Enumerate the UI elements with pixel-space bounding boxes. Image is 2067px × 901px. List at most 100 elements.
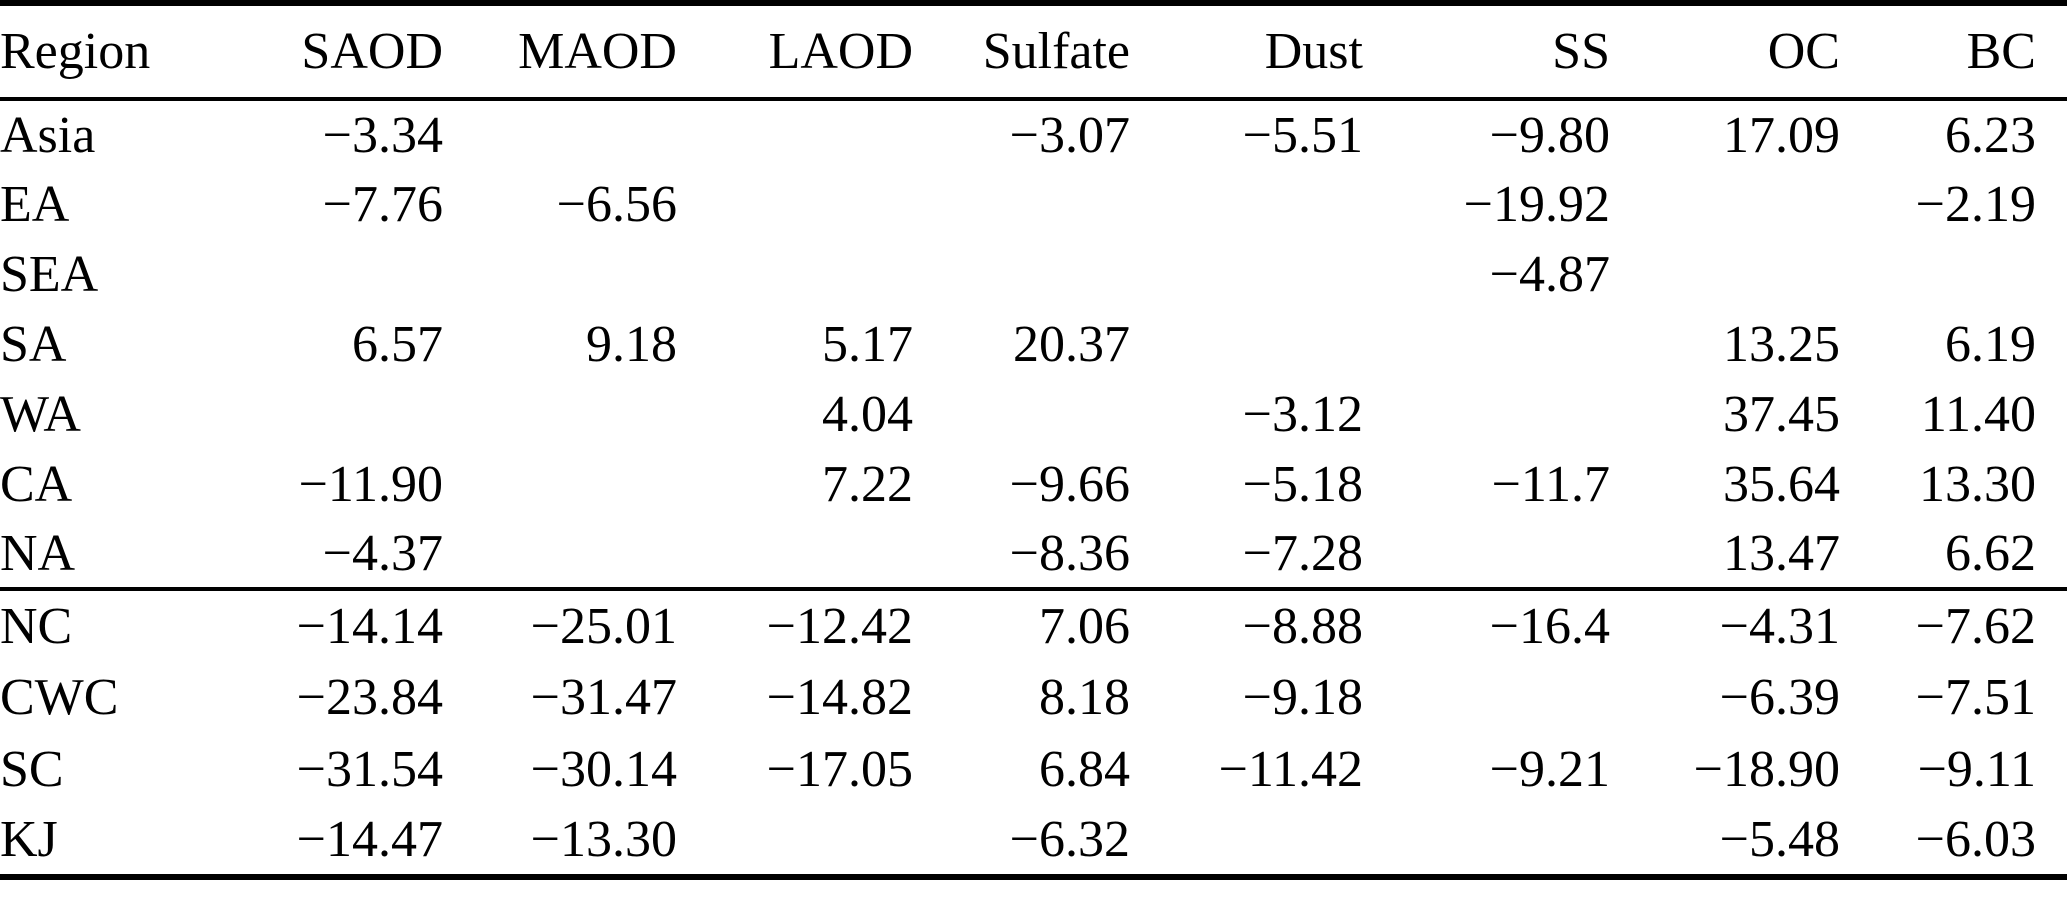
row-label: SC — [0, 740, 64, 798]
cell-value: −14.14 — [296, 597, 443, 655]
cell-value — [210, 379, 443, 449]
table-row: SEA −4.87 — [0, 239, 2067, 309]
cell-value: −3.34 — [322, 106, 443, 164]
cell-value: 35.64 — [1723, 455, 1840, 513]
cell-value: −8.88 — [1242, 597, 1363, 655]
row-label: SEA — [0, 245, 99, 303]
cell-value — [443, 379, 677, 449]
cell-value: −30.14 — [530, 740, 677, 798]
cell-value: 13.47 — [1610, 519, 1840, 591]
cell-value — [1130, 169, 1363, 239]
cell-value — [443, 519, 677, 591]
cell-value — [1363, 309, 1610, 379]
table-header: Region SAOD MAOD LAOD Sulfate Dust SS OC BC — [0, 3, 2067, 101]
cell-value — [443, 239, 677, 309]
cell-value — [677, 239, 913, 309]
table-row: KJ −14.47 −13.30 −6.32 −5.48 −6.03 — [0, 805, 2067, 877]
table-row: EA −7.76 −6.56 −19.92 −2.19 — [0, 169, 2067, 239]
cell-value — [677, 169, 913, 239]
cell-value: −9.66 — [1009, 455, 1130, 513]
cell-value — [677, 805, 913, 877]
header-row: Region SAOD MAOD LAOD Sulfate Dust SS OC BC — [0, 3, 2067, 101]
row-label: KJ — [0, 811, 58, 868]
cell-value — [677, 99, 913, 169]
cell-value: −9.18 — [1242, 668, 1363, 726]
cell-value: −5.48 — [1719, 811, 1840, 868]
cell-value: 7.22 — [822, 455, 913, 513]
cell-value: −18.90 — [1693, 740, 1840, 798]
cell-value — [1840, 239, 2067, 309]
cell-value: −5.18 — [1242, 455, 1363, 513]
table-row: SA 6.57 9.18 5.17 20.37 13.25 6.19 — [0, 309, 2067, 379]
cell-value — [913, 379, 1130, 449]
column-header-bc: BC — [1840, 3, 2067, 101]
cell-value: 4.04 — [822, 385, 913, 443]
cell-value — [1363, 805, 1610, 877]
cell-value: −12.42 — [766, 597, 913, 655]
cell-value: −17.05 — [766, 740, 913, 798]
cell-value: −13.30 — [530, 811, 677, 868]
row-label: CA — [0, 455, 73, 513]
cell-value: −25.01 — [530, 597, 677, 655]
cell-value: −14.47 — [296, 811, 443, 868]
cell-value: 13.25 — [1723, 315, 1840, 373]
cell-value: −6.32 — [1009, 811, 1130, 868]
cell-value: −6.03 — [1915, 811, 2036, 868]
table-section-regions: Asia −3.34 −3.07 −5.51 −9.80 17.09 6.23 EA −7.76… — [0, 99, 2067, 591]
cell-value: 17.09 — [1723, 106, 1840, 164]
cell-value: 6.23 — [1945, 106, 2036, 164]
cell-value: −7.62 — [1915, 597, 2036, 655]
table-row: Asia −3.34 −3.07 −5.51 −9.80 17.09 6.23 — [0, 99, 2067, 169]
column-header-laod: LAOD — [677, 3, 913, 101]
table-row: SC −31.54 −30.14 −17.05 6.84 −11.42 −9.21 −18.9… — [0, 733, 2067, 805]
cell-value: −4.37 — [210, 519, 443, 591]
table-row: NA −4.37 −8.36 −7.28 13.47 6.62 — [0, 519, 2067, 591]
cell-value: −3.07 — [1009, 106, 1130, 164]
cell-value — [1130, 309, 1363, 379]
cell-value — [1363, 519, 1610, 591]
cell-value: 13.30 — [1919, 455, 2036, 513]
column-header-region: Region — [0, 3, 210, 101]
row-label: WA — [0, 385, 81, 443]
cell-value: −3.12 — [1242, 385, 1363, 443]
cell-value — [1610, 169, 1840, 239]
cell-value: 7.06 — [1039, 597, 1130, 655]
cell-value: −7.76 — [322, 175, 443, 233]
cell-value — [443, 449, 677, 519]
cell-value: 37.45 — [1723, 385, 1840, 443]
column-header-ss: SS — [1363, 3, 1610, 101]
cell-value: −4.31 — [1719, 597, 1840, 655]
cell-value: −2.19 — [1915, 175, 2036, 233]
column-header-maod: MAOD — [443, 3, 677, 101]
cell-value: −9.11 — [1917, 740, 2036, 798]
cell-value: −14.82 — [766, 668, 913, 726]
table-row: CA −11.90 7.22 −9.66 −5.18 −11.7 35.64 13.30 — [0, 449, 2067, 519]
cell-value: 6.57 — [352, 315, 443, 373]
cell-value — [913, 239, 1130, 309]
cell-value: −4.87 — [1489, 245, 1610, 303]
cell-value: −11.7 — [1491, 455, 1610, 513]
cell-value — [1130, 239, 1363, 309]
row-label: NA — [0, 519, 210, 591]
cell-value: −31.47 — [530, 668, 677, 726]
column-header-oc: OC — [1610, 3, 1840, 101]
cell-value: −5.51 — [1242, 106, 1363, 164]
cell-value — [443, 99, 677, 169]
cell-value: 6.19 — [1945, 315, 2036, 373]
column-header-saod: SAOD — [210, 3, 443, 101]
cell-value: 6.84 — [1039, 740, 1130, 798]
row-label: Asia — [0, 106, 96, 164]
table-row: WA 4.04 −3.12 37.45 11.40 — [0, 379, 2067, 449]
cell-value — [677, 519, 913, 591]
cell-value: 8.18 — [1039, 668, 1130, 726]
cell-value — [1363, 379, 1610, 449]
cell-value: −8.36 — [913, 519, 1130, 591]
cell-value: −7.28 — [1130, 519, 1363, 591]
cell-value: 11.40 — [1920, 385, 2036, 443]
table-section-subregions: NC −14.14 −25.01 −12.42 7.06 −8.88 −16.4 −4.31 −… — [0, 589, 2067, 877]
cell-value — [913, 169, 1130, 239]
cell-value: −11.90 — [298, 455, 443, 513]
cell-value: −23.84 — [296, 668, 443, 726]
cell-value — [1610, 239, 1840, 309]
